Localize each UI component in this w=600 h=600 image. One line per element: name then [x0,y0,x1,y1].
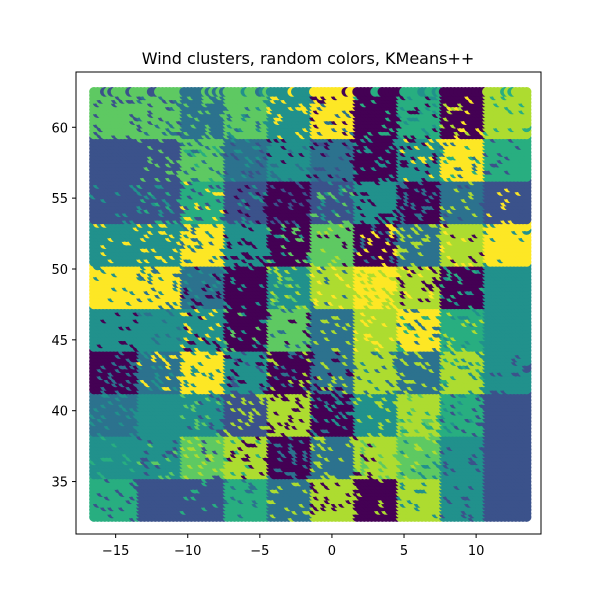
scatter-points [89,87,531,522]
chart-title: Wind clusters, random colors, KMeans++ [142,49,475,68]
